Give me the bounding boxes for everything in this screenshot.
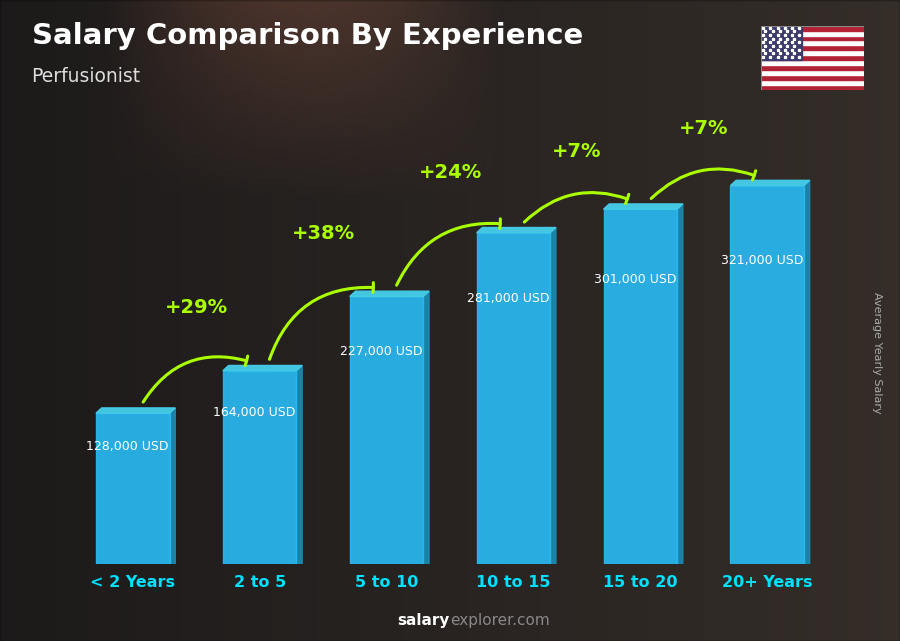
Bar — [760, 50, 864, 55]
Polygon shape — [604, 204, 683, 209]
Polygon shape — [169, 408, 176, 564]
Bar — [760, 55, 864, 60]
Bar — [760, 40, 864, 46]
Text: +29%: +29% — [165, 298, 228, 317]
Polygon shape — [350, 291, 429, 296]
Bar — [760, 31, 864, 35]
Polygon shape — [804, 180, 810, 564]
Text: +7%: +7% — [679, 119, 728, 138]
Text: Perfusionist: Perfusionist — [32, 67, 140, 87]
Bar — [96, 413, 169, 564]
Bar — [604, 209, 677, 564]
Text: Average Yearly Salary: Average Yearly Salary — [872, 292, 883, 413]
Bar — [760, 26, 802, 60]
Polygon shape — [731, 180, 810, 186]
Text: +38%: +38% — [292, 224, 355, 243]
Bar — [760, 85, 864, 90]
Bar — [760, 26, 864, 31]
Text: +7%: +7% — [552, 142, 601, 161]
Bar — [350, 296, 423, 564]
Bar — [760, 80, 864, 85]
Bar — [760, 46, 864, 50]
Polygon shape — [550, 228, 556, 564]
Bar — [760, 70, 864, 75]
Text: 164,000 USD: 164,000 USD — [213, 406, 296, 419]
Text: 321,000 USD: 321,000 USD — [721, 254, 804, 267]
Text: 281,000 USD: 281,000 USD — [467, 292, 550, 305]
Polygon shape — [677, 204, 683, 564]
Bar — [760, 60, 864, 65]
Bar — [477, 233, 550, 564]
Bar — [223, 370, 296, 564]
Bar — [731, 186, 804, 564]
Bar — [760, 65, 864, 70]
Text: 128,000 USD: 128,000 USD — [86, 440, 169, 453]
Polygon shape — [223, 365, 302, 370]
Polygon shape — [296, 365, 302, 564]
Text: salary: salary — [398, 613, 450, 628]
Polygon shape — [96, 408, 176, 413]
Bar — [760, 35, 864, 40]
Bar — [760, 75, 864, 80]
Polygon shape — [423, 291, 429, 564]
Text: 301,000 USD: 301,000 USD — [594, 273, 677, 286]
Text: 227,000 USD: 227,000 USD — [340, 345, 423, 358]
Text: +24%: +24% — [418, 163, 482, 182]
Text: Salary Comparison By Experience: Salary Comparison By Experience — [32, 22, 583, 51]
Text: explorer.com: explorer.com — [450, 613, 550, 628]
Polygon shape — [477, 228, 556, 233]
